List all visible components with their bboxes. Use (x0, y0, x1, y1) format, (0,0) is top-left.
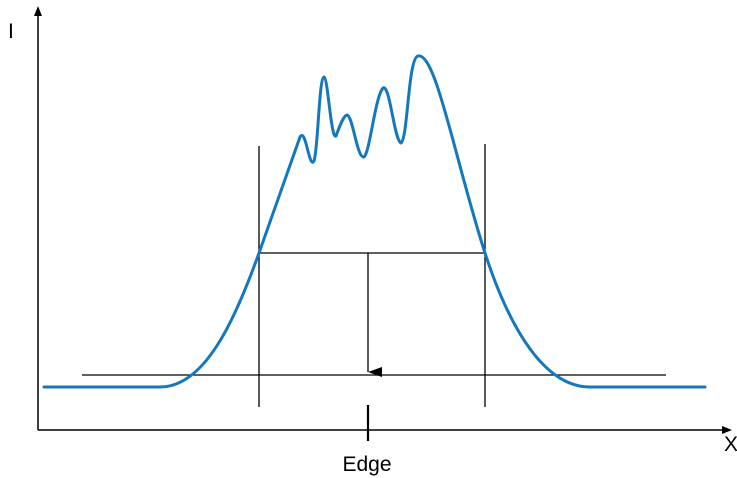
edge-label: Edge (342, 453, 391, 476)
x-axis-label: X (724, 433, 737, 456)
y-axis-arrow-icon (34, 6, 42, 16)
intensity-profile-curve (42, 54, 707, 389)
x-axis-arrow-icon (722, 426, 732, 434)
y-axis-label: I (8, 20, 14, 43)
